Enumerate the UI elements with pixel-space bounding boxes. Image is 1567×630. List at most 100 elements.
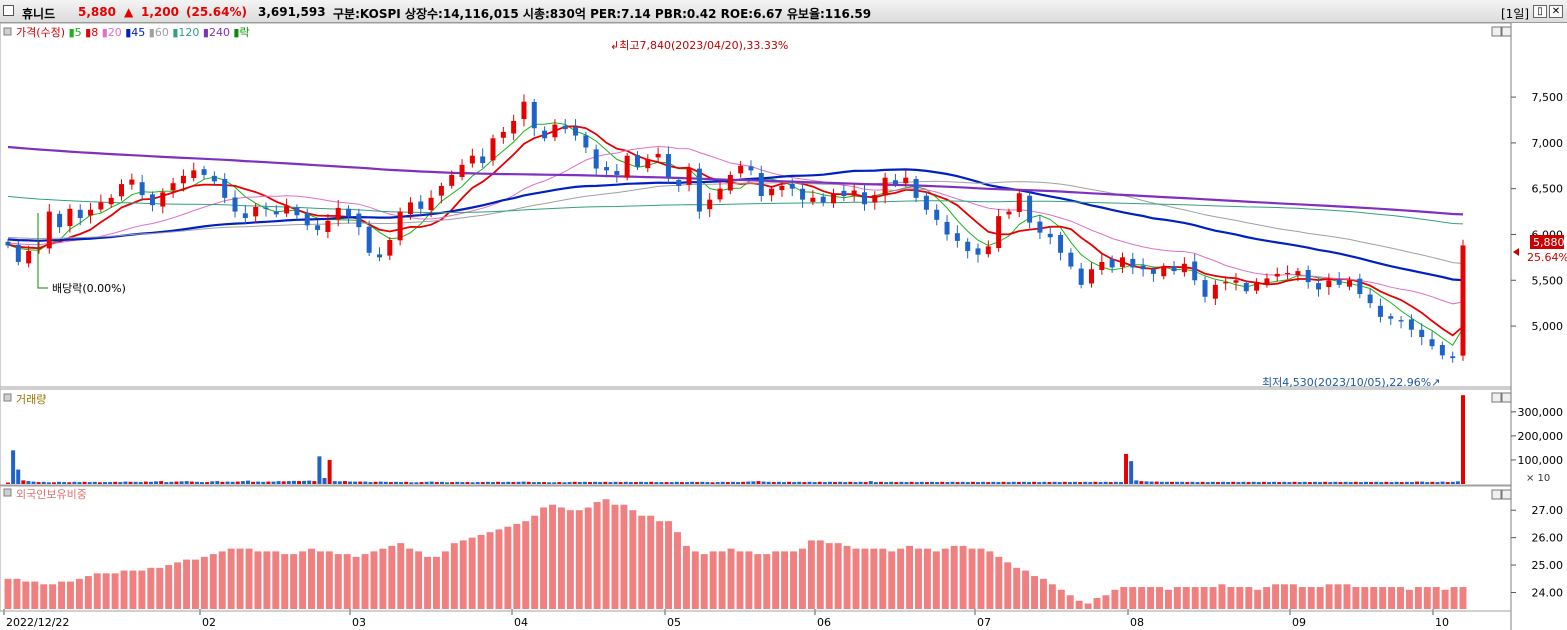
volume-bar	[1134, 480, 1139, 484]
period-selector[interactable]: [1일]	[1501, 7, 1530, 21]
volume-bar	[1205, 482, 1210, 484]
volume-bar	[322, 477, 327, 484]
volume-bar	[935, 482, 940, 484]
foreign-panel-close-button[interactable]	[1501, 489, 1512, 500]
candle-body	[542, 130, 548, 139]
foreign-ratio-bar	[593, 501, 601, 609]
month-label: 10	[1435, 616, 1449, 629]
volume-bar	[516, 481, 521, 484]
volume-bar	[1139, 481, 1144, 484]
foreign-ratio-bar	[1218, 584, 1226, 609]
volume-bar	[77, 482, 82, 484]
volume-bar	[368, 482, 373, 484]
foreign-ratio-bar	[870, 548, 878, 609]
foreign-ratio-bar	[950, 545, 958, 609]
foreign-ratio-bar	[49, 584, 57, 609]
foreign-ratio-bar	[129, 570, 137, 609]
foreign-ratio-bar	[1388, 587, 1396, 609]
month-label: 03	[352, 616, 366, 629]
price-panel-close-button[interactable]	[1501, 26, 1512, 37]
volume-bar	[1001, 481, 1006, 484]
candle-body	[944, 221, 950, 235]
month-label: 05	[667, 616, 681, 629]
volume-bar	[1272, 481, 1277, 484]
candle-body	[376, 254, 382, 258]
volume-bar	[756, 481, 761, 484]
stock-chart: 5,0005,5006,0006,5007,0007,500100,000200…	[0, 23, 1567, 630]
price-panel-minimize-button[interactable]	[1491, 26, 1502, 37]
volume-bar	[812, 482, 817, 484]
volume-bar	[904, 482, 909, 484]
volume-bar	[373, 481, 378, 484]
foreign-ratio-bar	[1084, 603, 1092, 609]
volume-bar	[894, 482, 899, 484]
foreign-ratio-bar	[1120, 587, 1128, 609]
foreign-ratio-bar	[1361, 587, 1369, 609]
foreign-ratio-bar	[888, 551, 896, 609]
volume-bar	[1200, 481, 1205, 484]
volume-bar	[230, 481, 235, 484]
foreign-ratio-bar	[40, 584, 48, 609]
close-window-button[interactable]: ✕	[1549, 5, 1563, 18]
foreign-panel-minimize-button[interactable]	[1491, 489, 1502, 500]
foreign-ratio-bar	[424, 556, 432, 609]
candle-body	[1295, 271, 1301, 276]
volume-bar	[1113, 481, 1118, 484]
candle-body	[1099, 261, 1105, 271]
volume-bar	[1348, 482, 1353, 484]
volume-panel-close-button[interactable]	[1501, 392, 1512, 403]
volume-panel-title: 거래량	[16, 393, 46, 406]
volume-bar	[741, 481, 746, 484]
volume-bar	[797, 481, 802, 484]
legend-ma-240: ▮240	[199, 26, 230, 39]
volume-bar	[613, 481, 618, 484]
foreign-ratio-bar	[1397, 587, 1404, 609]
foreign-ratio-bar	[325, 551, 333, 609]
volume-bar	[118, 482, 123, 484]
foreign-ratio-bar	[682, 545, 690, 609]
volume-bar	[1343, 481, 1348, 484]
volume-bar	[1067, 482, 1072, 484]
volume-bar	[588, 482, 592, 484]
volume-bar	[1078, 482, 1083, 484]
candle-body	[387, 239, 393, 256]
volume-bar	[1124, 453, 1129, 484]
volume-bar	[807, 481, 812, 484]
foreign-ratio-bar	[977, 548, 985, 609]
foreign-ratio-bar	[1164, 589, 1172, 609]
foreign-ratio-bar	[1316, 587, 1324, 609]
legend-ma-60: ▮60	[145, 26, 169, 39]
foreign-ratio-bar	[174, 562, 182, 609]
candle-body	[1326, 280, 1332, 288]
foreign-ratio-bar	[709, 551, 717, 609]
window-checkbox[interactable]	[3, 5, 14, 16]
candle-body	[1202, 280, 1208, 297]
volume-bar	[1415, 481, 1420, 484]
volume-bar	[873, 482, 878, 484]
volume-bar	[1435, 482, 1440, 484]
volume-bar	[1170, 481, 1174, 484]
volume-bar	[674, 481, 679, 484]
volume-panel-minimize-button[interactable]	[1491, 392, 1502, 403]
volume-bar	[1215, 482, 1220, 484]
volume-bar	[434, 482, 439, 484]
month-label: 06	[817, 616, 831, 629]
foreign-ratio-bar	[906, 545, 914, 609]
volume-bar	[669, 482, 674, 484]
volume-bar	[36, 482, 41, 484]
candle-body	[717, 188, 723, 200]
volume-bar	[976, 482, 980, 484]
candle-body	[46, 211, 52, 249]
restore-window-button[interactable]: ▯	[1533, 5, 1547, 18]
volume-bar	[26, 481, 31, 484]
foreign-ratio-bar	[138, 570, 146, 609]
volume-bar	[266, 481, 271, 484]
foreign-ratio-bar	[1039, 578, 1047, 609]
volume-bar	[1185, 482, 1190, 484]
foreign-ratio-bars	[4, 499, 1467, 609]
candle-body	[1264, 278, 1270, 284]
volume-bar	[649, 481, 654, 484]
candle-body	[149, 194, 155, 206]
candle-body	[1429, 339, 1435, 347]
volume-bar	[57, 481, 62, 484]
